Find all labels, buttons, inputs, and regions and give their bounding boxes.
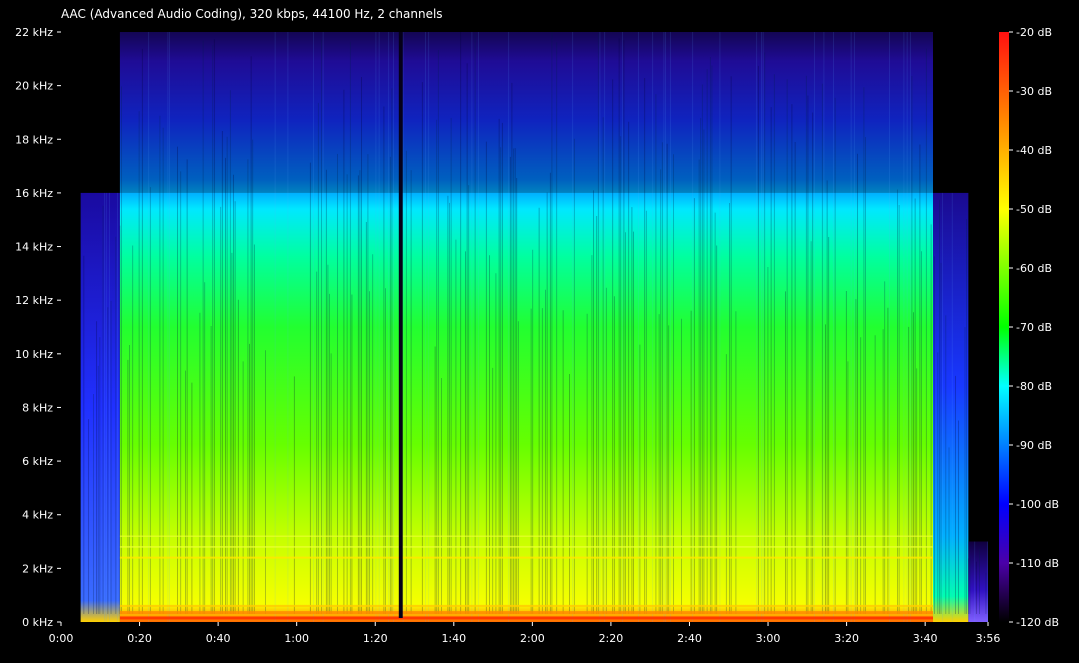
region-tail [968, 541, 988, 622]
y-tick-label: 2 kHz [22, 562, 53, 575]
y-tick-label: 0 kHz [22, 616, 53, 629]
colorbar-tick-label: -40 dB [1016, 144, 1052, 157]
x-tick-label: 2:40 [677, 632, 702, 645]
spectrogram-plot [61, 32, 988, 622]
y-tick-label: 8 kHz [22, 401, 53, 414]
silence-gap [398, 32, 403, 618]
region-upper-band [119, 32, 934, 193]
x-tick-label: 3:56 [976, 632, 1001, 645]
x-tick-label: 1:00 [284, 632, 309, 645]
spectral-texture [83, 32, 988, 622]
colorbar [999, 32, 1009, 622]
x-tick-label: 2:00 [520, 632, 545, 645]
chart-title: AAC (Advanced Audio Coding), 320 kbps, 4… [61, 7, 443, 21]
x-tick-label: 0:20 [127, 632, 152, 645]
x-tick-label: 0:00 [49, 632, 74, 645]
colorbar-tick-label: -100 dB [1016, 498, 1059, 511]
x-axis: 0:00 0:20 0:40 1:00 1:20 1:40 2:00 2:20 2:40 3:00… [49, 622, 1001, 645]
colorbar-tick-label: -80 dB [1016, 380, 1052, 393]
x-tick-label: 2:20 [599, 632, 624, 645]
y-tick-label: 22 kHz [15, 26, 53, 39]
y-axis: 0 kHz 2 kHz 4 kHz 6 kHz 8 kHz 10 kHz 12 kHz 14 … [15, 26, 61, 629]
colorbar-tick-label: -90 dB [1016, 439, 1052, 452]
low-frequency-bands [119, 535, 934, 620]
y-tick-label: 12 kHz [15, 294, 53, 307]
region-main-body [119, 32, 934, 622]
x-tick-label: 1:20 [363, 632, 388, 645]
y-tick-label: 4 kHz [22, 509, 53, 522]
x-tick-label: 3:20 [834, 632, 859, 645]
colorbar-tick-label: -120 dB [1016, 616, 1059, 629]
x-tick-label: 0:40 [206, 632, 231, 645]
colorbar-tick-label: -60 dB [1016, 262, 1052, 275]
colorbar-tick-label: -20 dB [1016, 26, 1052, 39]
region-outro-fade [933, 192, 969, 622]
colorbar-tick-label: -30 dB [1016, 85, 1052, 98]
colorbar-tick-label: -70 dB [1016, 321, 1052, 334]
y-tick-label: 6 kHz [22, 455, 53, 468]
colorbar-tick-label: -110 dB [1016, 557, 1059, 570]
colorbar-axis: -20 dB -30 dB -40 dB -50 dB -60 dB -70 dB -80 … [1009, 26, 1059, 629]
x-tick-label: 3:00 [756, 632, 781, 645]
y-tick-label: 10 kHz [15, 348, 53, 361]
x-tick-label: 3:40 [913, 632, 938, 645]
region-intro-sparse [80, 192, 120, 622]
y-tick-label: 18 kHz [15, 133, 53, 146]
x-tick-label: 1:40 [441, 632, 466, 645]
y-tick-label: 20 kHz [15, 80, 53, 93]
y-tick-label: 16 kHz [15, 187, 53, 200]
colorbar-tick-label: -50 dB [1016, 203, 1052, 216]
y-tick-label: 14 kHz [15, 241, 53, 254]
